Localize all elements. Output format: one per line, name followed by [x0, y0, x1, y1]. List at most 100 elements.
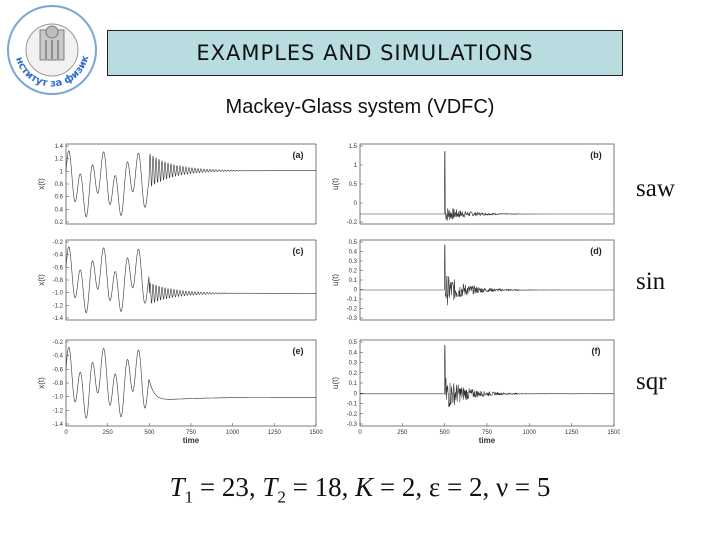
y-tick-label: 0.8	[55, 182, 64, 188]
y-tick-label: 0.4	[55, 207, 64, 213]
x-tick-label: 500	[440, 430, 451, 436]
x-tick-label: 0	[358, 430, 362, 436]
panel-label: (d)	[590, 246, 602, 256]
y-tick-label: 0.2	[55, 220, 64, 226]
param-eps: ε = 2,	[428, 472, 490, 502]
panel-label: (e)	[293, 346, 304, 356]
panel-a: 1.4 1.2 1 0.8 0.6 0.4 0.2 x(t) (a)	[37, 143, 317, 226]
y-tick-label: 0.2	[349, 371, 358, 377]
y-tick-label: -1.2	[53, 408, 64, 414]
y-tick-label: 0.5	[349, 340, 358, 346]
y-axis-label: u(t)	[331, 178, 340, 190]
param-T1-sub: 1	[184, 487, 194, 507]
institute-logo: Институт за физику	[6, 4, 97, 95]
panel-b: 1.5 1 0.5 0 -0.2 u(t) (b)	[331, 143, 615, 226]
panel-frame	[65, 239, 317, 321]
panel-label: (f)	[592, 346, 601, 356]
y-tick-label: 0.2	[349, 269, 358, 275]
y-tick-label: -0.8	[53, 278, 64, 284]
y-tick-label: -0.4	[53, 253, 64, 259]
param-T1-symbol: T	[169, 472, 185, 502]
series-line	[360, 151, 614, 221]
y-tick-label: 0	[354, 288, 358, 294]
y-tick-label: -0.2	[347, 307, 358, 313]
x-tick-label: 1000	[523, 430, 537, 436]
y-tick-label: 1.2	[55, 157, 64, 163]
panel-e: -0.2 -0.4 -0.6 -0.8 -1.0 -1.2 -1.4 x(t) (e) 0 250 5…	[37, 339, 323, 445]
y-tick-label: -0.2	[347, 412, 358, 418]
y-tick-label: -1.2	[53, 303, 64, 309]
row-label-sqr: sqr	[636, 368, 667, 395]
y-tick-label: -0.2	[53, 240, 64, 246]
x-tick-label: 1250	[565, 430, 579, 436]
y-tick-label: -0.8	[53, 381, 64, 387]
y-tick-label: -0.2	[347, 220, 358, 226]
x-tick-label: 250	[103, 430, 114, 436]
y-axis-label: x(t)	[37, 274, 46, 286]
x-tick-label: 750	[482, 430, 493, 436]
y-tick-label: 0	[354, 201, 358, 207]
y-tick-label: -0.6	[53, 367, 64, 373]
y-axis-label: u(t)	[331, 274, 340, 286]
y-tick-label: -0.3	[347, 422, 358, 428]
parameter-line: T1 = 23, T2 = 18, K = 2, ε = 2, ν = 5	[0, 472, 720, 507]
y-tick-label: 0.5	[349, 240, 358, 246]
panel-frame	[65, 143, 317, 225]
title-box: EXAMPLES AND SIMULATIONS	[107, 30, 623, 76]
panel-c: -0.2 -0.4 -0.6 -0.8 -1.0 -1.2 -1.4 x(t) (c)	[37, 239, 317, 322]
y-tick-label: 0.1	[349, 278, 358, 284]
y-tick-label: -0.2	[53, 340, 64, 346]
y-tick-label: 1.5	[349, 144, 358, 150]
param-T2-value: = 18,	[292, 472, 349, 502]
x-tick-label: 500	[144, 430, 155, 436]
param-T2-symbol: T	[262, 472, 278, 502]
y-tick-label: 0.4	[349, 250, 358, 256]
x-tick-label: 1500	[607, 430, 620, 436]
y-tick-label: 0.5	[349, 182, 358, 188]
row-label-sin: sin	[636, 268, 666, 295]
series-line	[65, 347, 316, 419]
x-axis-label: time	[183, 436, 200, 445]
series-line	[360, 345, 614, 407]
y-tick-label: 0.1	[349, 381, 358, 387]
y-tick-label: 1.4	[55, 144, 64, 150]
y-tick-label: -1.4	[53, 316, 64, 322]
series-line	[360, 244, 614, 306]
x-axis-label: time	[479, 436, 496, 445]
panel-d: 0.5 0.4 0.3 0.2 0.1 0 -0.1 -0.2 -0.3 u(t) (d)	[331, 239, 615, 322]
x-tick-label: 250	[397, 430, 408, 436]
param-T1-value: = 23,	[199, 472, 256, 502]
y-tick-label: -1.4	[53, 422, 64, 428]
x-tick-label: 1500	[309, 430, 323, 436]
simulation-figure: 1.4 1.2 1 0.8 0.6 0.4 0.2 x(t) (a) 1.5 1 0.5 0 -0.2 u(…	[37, 143, 620, 445]
param-nu: ν = 5	[495, 472, 551, 502]
panel-frame	[359, 143, 615, 225]
y-tick-label: -0.6	[53, 265, 64, 271]
param-T2-sub: 2	[277, 487, 286, 507]
x-tick-label: 0	[64, 430, 68, 436]
y-tick-label: -1.0	[53, 291, 64, 297]
param-K-value: = 2,	[379, 472, 423, 502]
panel-frame	[359, 239, 615, 321]
y-tick-label: 0.4	[349, 350, 358, 356]
y-tick-label: -0.1	[347, 402, 358, 408]
param-K-symbol: K	[355, 472, 374, 502]
y-tick-label: 1	[60, 169, 64, 175]
series-line	[65, 150, 316, 218]
y-tick-label: 0.6	[55, 195, 64, 201]
y-tick-label: -0.3	[347, 316, 358, 322]
x-tick-label: 1000	[226, 430, 240, 436]
slide-subtitle: Mackey-Glass system (VDFC)	[225, 96, 495, 118]
y-axis-label: u(t)	[331, 377, 340, 389]
y-tick-label: 0	[354, 391, 358, 397]
y-axis-label: x(t)	[37, 377, 46, 389]
y-tick-label: 1	[354, 163, 358, 169]
slide-title: EXAMPLES AND SIMULATIONS	[196, 41, 534, 65]
y-tick-label: -0.4	[53, 354, 64, 360]
panel-label: (c)	[293, 246, 304, 256]
panel-frame	[65, 339, 317, 427]
series-line	[65, 246, 316, 314]
y-tick-label: -0.1	[347, 297, 358, 303]
y-tick-label: 0.3	[349, 361, 358, 367]
panel-f: 0.5 0.4 0.3 0.2 0.1 0 -0.1 -0.2 -0.3 u(t) (f) 0 250 5…	[331, 339, 620, 445]
